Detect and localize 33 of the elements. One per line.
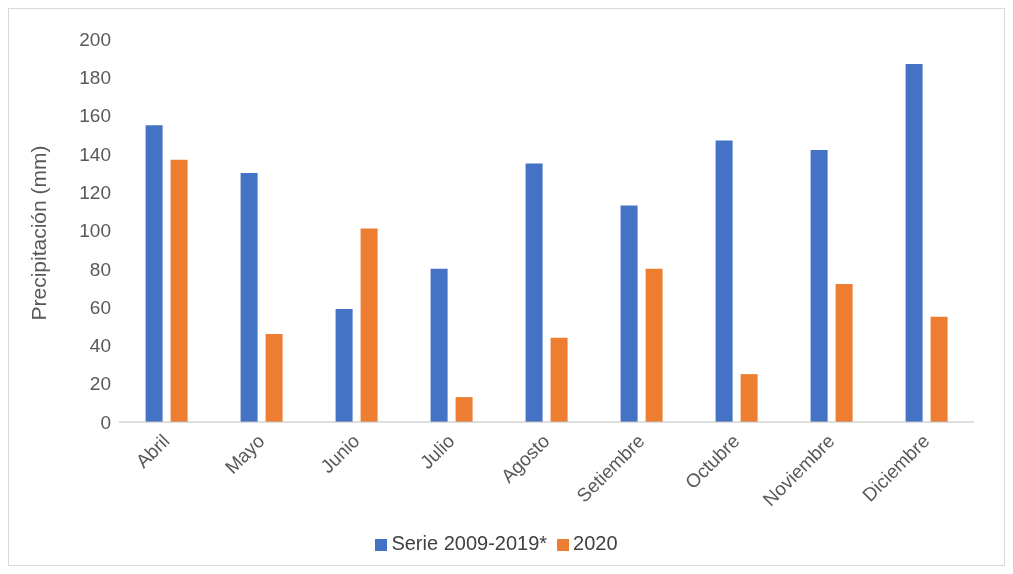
bar (550, 337, 568, 422)
bar (335, 309, 353, 422)
bar (905, 63, 923, 422)
bar (265, 333, 283, 422)
y-axis-title: Precipitación (mm) (27, 145, 51, 321)
y-tick-label: 60 (89, 296, 111, 318)
bar (455, 397, 473, 422)
bar (360, 228, 378, 422)
y-tick-label: 200 (79, 28, 111, 50)
bar (240, 173, 258, 422)
bar (835, 284, 853, 422)
legend-label: 2020 (573, 532, 618, 554)
legend-label: Serie 2009-2019* (391, 532, 548, 554)
bar (715, 140, 733, 422)
x-tick-label: Julio (416, 430, 459, 473)
bar (930, 316, 948, 422)
y-tick-label: 140 (79, 143, 111, 165)
y-tick-label: 120 (79, 181, 111, 203)
y-tick-label: 20 (89, 373, 111, 395)
y-tick-label: 80 (89, 258, 111, 280)
bar (145, 125, 163, 422)
y-tick-label: 160 (79, 105, 111, 127)
bar (170, 159, 188, 422)
bar (645, 268, 663, 422)
y-tick-label: 180 (79, 67, 111, 89)
y-tick-label: 0 (100, 411, 111, 433)
bar (525, 163, 543, 422)
bar (430, 268, 448, 422)
bar (620, 205, 638, 422)
bar (740, 374, 758, 422)
y-tick-label: 40 (89, 335, 111, 357)
y-tick-label: 100 (79, 220, 111, 242)
bar (810, 150, 828, 422)
